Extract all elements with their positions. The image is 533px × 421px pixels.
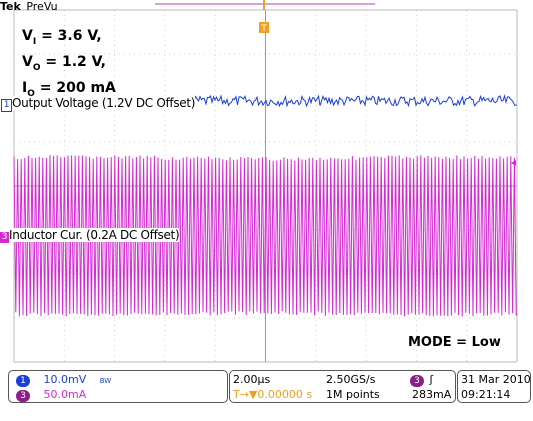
ch3-amps-per-div: 50.0mA: [43, 388, 87, 401]
date: 31 Mar 2010: [461, 373, 531, 386]
trigger-position-icon: T→▼: [233, 388, 258, 401]
trigger-channel-badge: 3: [410, 375, 424, 387]
ch3-badge: 3: [16, 390, 30, 402]
ch1-setting[interactable]: 1 10.0mV BW: [16, 373, 111, 387]
trigger-source: 3 ʃ: [410, 373, 433, 387]
brand-logo: Tek: [0, 0, 21, 13]
conditions-block: VI = 3.6 V, VO = 1.2 V, IO = 200 mA: [22, 26, 116, 103]
trigger-level-arrow[interactable]: [511, 160, 516, 166]
channel-settings-box[interactable]: 1 10.0mV BW 3 50.0mA: [8, 370, 228, 403]
ch1-ground-marker[interactable]: 1: [1, 99, 12, 112]
time: 09:21:14: [461, 388, 511, 401]
horizontal-position: T→▼0.00000 s: [233, 388, 313, 401]
ch1-volts-per-div: 10.0mV: [43, 373, 87, 386]
header-bar: Tek PreVu: [0, 0, 58, 14]
trigger-marker-letter: T: [260, 24, 267, 34]
acquisition-mode: PreVu: [26, 0, 58, 13]
ch1-waveform-label: 1 Output Voltage (1.2V DC Offset): [1, 96, 195, 112]
ch3-waveform-label: 3 Inductor Cur. (0.2A DC Offset): [0, 228, 180, 243]
record-length: 1M points: [326, 388, 380, 401]
timebase-box[interactable]: 2.00µs T→▼0.00000 s 2.50GS/s 1M points 3…: [229, 370, 456, 403]
condition-vo: VO = 1.2 V,: [22, 53, 107, 73]
condition-io: IO = 200 mA: [22, 79, 116, 99]
ch3-ground-marker[interactable]: 3: [0, 232, 9, 243]
ch3-setting[interactable]: 3 50.0mA: [16, 388, 86, 402]
trigger-level: 283mA: [412, 388, 452, 401]
condition-vi: VI = 3.6 V,: [22, 28, 102, 47]
ch1-bandwidth-limit: BW: [99, 377, 112, 385]
mode-note: MODE = Low: [408, 335, 501, 350]
sample-rate: 2.50GS/s: [326, 373, 376, 386]
ch1-badge: 1: [16, 375, 30, 387]
datetime-box: 31 Mar 2010 09:21:14: [457, 370, 531, 403]
trigger-slope-icon: ʃ: [429, 373, 434, 386]
readout-panel: 1 10.0mV BW 3 50.0mA 2.00µs T→▼0.00000 s…: [0, 366, 533, 421]
trigger-position-marker[interactable]: [259, 22, 269, 33]
time-per-div: 2.00µs: [233, 373, 271, 386]
